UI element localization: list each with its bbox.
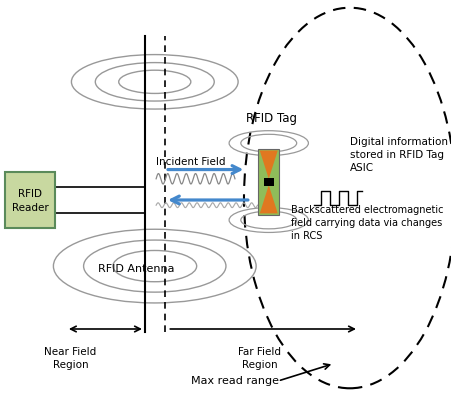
Text: RFID Tag: RFID Tag xyxy=(246,111,297,125)
Text: Far Field
Region: Far Field Region xyxy=(238,346,281,369)
Text: Digital information
stored in RFID Tag
ASIC: Digital information stored in RFID Tag A… xyxy=(350,136,448,173)
Text: Near Field
Region: Near Field Region xyxy=(45,346,97,369)
Polygon shape xyxy=(260,151,278,179)
FancyBboxPatch shape xyxy=(5,172,55,229)
Text: RFID
Reader: RFID Reader xyxy=(11,188,48,213)
Bar xyxy=(264,178,273,187)
Text: Max read range: Max read range xyxy=(191,375,279,385)
Text: RFID Antenna: RFID Antenna xyxy=(98,263,174,273)
FancyBboxPatch shape xyxy=(258,150,279,215)
Polygon shape xyxy=(260,186,278,214)
Text: Backscattered electromagnetic
field carrying data via changes
in RCS: Backscattered electromagnetic field carr… xyxy=(292,205,444,241)
Text: Incident Field: Incident Field xyxy=(156,156,226,166)
